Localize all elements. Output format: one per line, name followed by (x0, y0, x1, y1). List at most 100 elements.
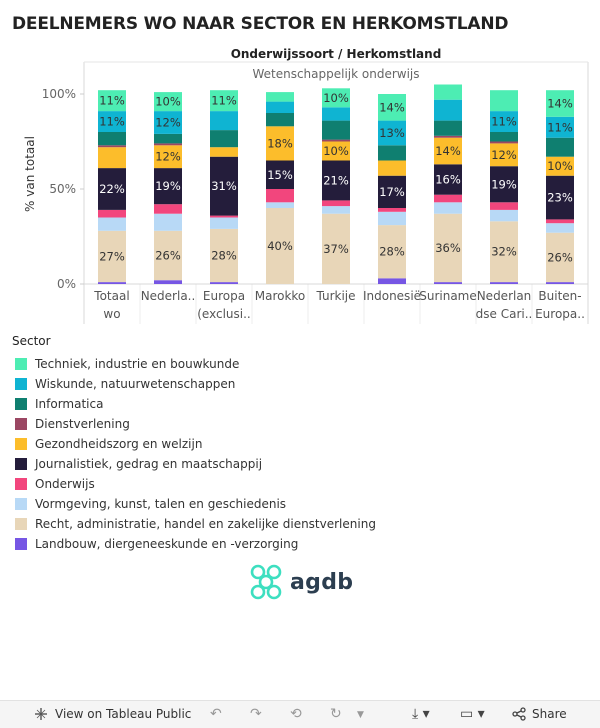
bar-segment (434, 84, 462, 100)
agdb-logo: agdb (248, 562, 353, 602)
device-layout-icon[interactable]: ▭ ▾ (460, 706, 485, 722)
bar-segment (154, 143, 182, 146)
bar-segment (322, 200, 350, 207)
bar-segment (434, 135, 462, 138)
column-subheader: Wetenschappelijk onderwijs (252, 67, 420, 81)
legend-item[interactable]: Informatica (12, 394, 376, 414)
bar-segment (490, 209, 518, 222)
bar-segment (210, 147, 238, 157)
bar-segment (322, 141, 350, 161)
data-label: 31% (211, 179, 237, 193)
data-label: 12% (155, 150, 181, 164)
data-label: 21% (323, 173, 349, 187)
x-category-label: Europa (203, 289, 245, 303)
logo-text: agdb (290, 569, 354, 595)
redo-icon[interactable]: ↷ (250, 706, 262, 722)
bar-segment (210, 130, 238, 148)
bar-segment (434, 194, 462, 203)
bar-segment (154, 168, 182, 205)
bar-segment (154, 92, 182, 112)
y-tick-label: 0% (57, 277, 76, 291)
data-label: 11% (99, 115, 125, 129)
bar-segment (378, 175, 406, 208)
refresh-icon[interactable]: ↻ (330, 706, 342, 722)
bar-segment (490, 111, 518, 132)
bar-segment (434, 99, 462, 121)
bar-segment (266, 92, 294, 102)
bar-segment (378, 278, 406, 284)
bar-segment (98, 132, 126, 146)
agdb-logo-icon (250, 564, 282, 600)
legend-label: Dienstverlening (35, 417, 130, 431)
bar-segment (378, 208, 406, 212)
data-label: 10% (155, 95, 181, 109)
bar-segment (266, 189, 294, 203)
tableau-footer: View on Tableau Public ↶ ↷ ⟲ ↻ ▼ ⤓ ▾ ▭ ▾… (0, 700, 600, 728)
legend-item[interactable]: Onderwijs (12, 474, 376, 494)
revert-icon[interactable]: ⟲ (290, 706, 302, 722)
bar-segment (546, 232, 574, 283)
data-label: 11% (211, 94, 237, 108)
download-icon[interactable]: ⤓ ▾ (412, 706, 430, 722)
bar-segment (98, 168, 126, 210)
data-label: 12% (155, 116, 181, 130)
legend-label: Gezondheidszorg en welzijn (35, 437, 203, 451)
legend-title: Sector (12, 334, 51, 348)
x-category-label: Suriname (419, 289, 477, 303)
refresh-dropdown-icon[interactable]: ▼ (357, 710, 364, 720)
legend-item[interactable]: Dienstverlening (12, 414, 376, 434)
data-label: 10% (547, 159, 573, 173)
bar-segment (490, 282, 518, 284)
bar-segment (98, 147, 126, 169)
share-label: Share (532, 707, 567, 721)
y-tick-label: 50% (49, 182, 76, 196)
data-label: 16% (435, 173, 461, 187)
data-label: 22% (99, 182, 125, 196)
bar-segment (154, 230, 182, 281)
data-label: 36% (435, 241, 461, 255)
data-label: 10% (323, 91, 349, 105)
stacked-bar-chart[interactable]: 0% 50% 100% % van totaal 27% 22% 11% 11% Totaal w… (0, 0, 600, 330)
legend-item[interactable]: Journalistiek, gedrag en maatschappij (12, 454, 376, 474)
legend-item[interactable]: Wiskunde, natuurwetenschappen (12, 374, 376, 394)
legend-item[interactable]: Landbouw, diergeneeskunde en -verzorging (12, 534, 376, 554)
data-label: 23% (547, 191, 573, 205)
data-label: 13% (379, 126, 405, 140)
legend-item[interactable]: Vormgeving, kunst, talen en geschiedenis (12, 494, 376, 514)
bar-segment (546, 156, 574, 176)
bar-segment (322, 120, 350, 140)
bar-segment (322, 213, 350, 284)
data-label: 10% (323, 144, 349, 158)
data-label: 32% (491, 245, 517, 259)
bar-segment (154, 145, 182, 169)
view-on-tableau-link[interactable]: View on Tableau Public (34, 707, 191, 721)
legend: Sector Techniek, industrie en bouwkunde W… (12, 334, 376, 554)
x-category-label: Nederla.. (141, 289, 196, 303)
x-category-label: dse Cari.. (476, 307, 533, 321)
share-button[interactable]: Share (512, 707, 567, 721)
legend-label: Onderwijs (35, 477, 95, 491)
legend-item[interactable]: Recht, administratie, handel en zakelijk… (12, 514, 376, 534)
legend-item[interactable]: Techniek, industrie en bouwkunde (12, 354, 376, 374)
legend-swatch (15, 438, 27, 450)
bar-segment (546, 219, 574, 224)
bar-segment (322, 88, 350, 108)
bar-segment (490, 90, 518, 112)
bar-segment (154, 111, 182, 134)
bar-segment (378, 225, 406, 279)
undo-icon[interactable]: ↶ (210, 706, 222, 722)
bar-segment (98, 145, 126, 148)
bar-segment (490, 166, 518, 203)
bar-segment (378, 145, 406, 161)
bar-segment (98, 111, 126, 132)
data-label: 11% (491, 115, 517, 129)
data-label: 14% (547, 97, 573, 111)
bar-segment (98, 217, 126, 231)
legend-item[interactable]: Gezondheidszorg en welzijn (12, 434, 376, 454)
bar-segment (210, 282, 238, 284)
bar-segment (266, 160, 294, 189)
bar-segment (322, 160, 350, 201)
x-category-label: Marokko (255, 289, 306, 303)
data-label: 27% (99, 249, 125, 263)
bar-segment (490, 221, 518, 283)
